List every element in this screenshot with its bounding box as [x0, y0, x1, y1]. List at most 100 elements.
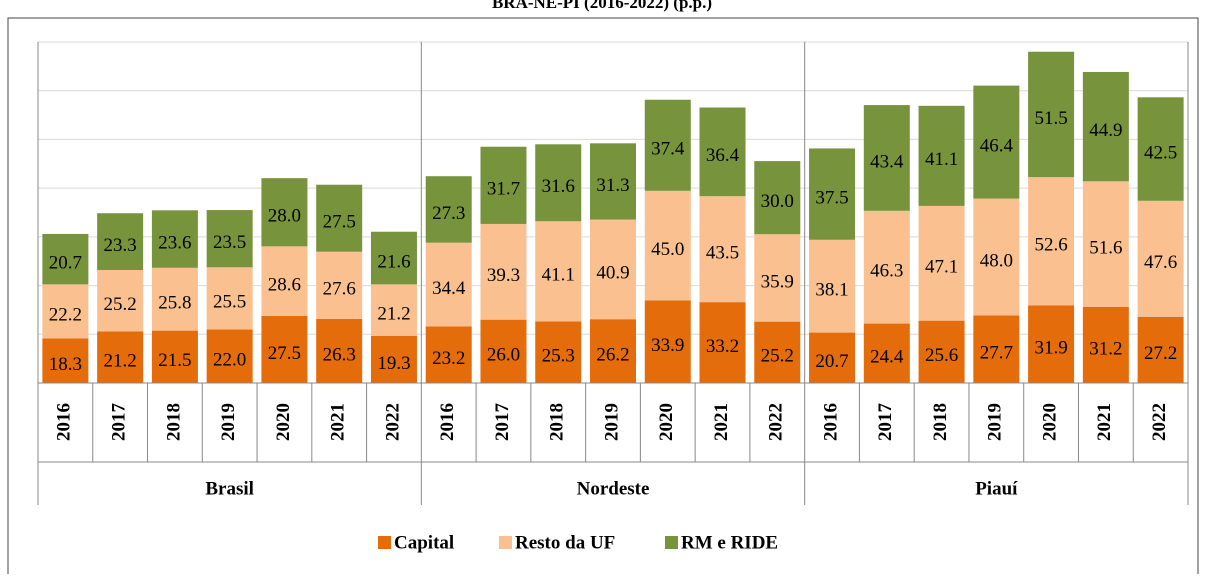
bar-segment: [261, 246, 308, 317]
value-label: 52.6: [1034, 235, 1067, 256]
x-tick-label: 2019: [218, 403, 239, 441]
value-label: 27.6: [323, 279, 356, 300]
value-label: 24.4: [870, 347, 904, 368]
value-label: 44.9: [1089, 120, 1122, 141]
bar-segment: [590, 219, 636, 320]
x-tick-label: 2018: [163, 403, 184, 441]
group-label: Brasil: [205, 478, 254, 499]
value-label: 21.2: [377, 304, 410, 325]
value-label: 21.5: [158, 350, 191, 371]
value-label: 27.2: [1144, 343, 1177, 364]
x-tick-label: 2020: [1039, 403, 1060, 441]
bar-segment: [863, 105, 910, 211]
bar-segment: [1028, 51, 1075, 178]
bar-segment: [754, 321, 801, 383]
bar-segment: [973, 315, 1020, 383]
value-label: 25.2: [104, 294, 137, 315]
bar-segment: [151, 210, 198, 268]
bar-segment: [151, 267, 198, 331]
value-label: 28.0: [268, 206, 301, 227]
bar-segment: [316, 251, 363, 319]
bar-segment: [754, 161, 801, 235]
value-label: 43.4: [870, 151, 904, 172]
value-label: 26.3: [323, 344, 356, 365]
value-label: 34.4: [432, 278, 466, 299]
value-label: 33.2: [706, 336, 739, 357]
x-tick-label: 2020: [273, 403, 294, 441]
value-label: 37.5: [815, 187, 848, 208]
legend-swatch: [499, 536, 512, 549]
value-label: 48.0: [980, 250, 1013, 271]
value-label: 47.1: [925, 257, 958, 278]
bar-segment: [535, 321, 582, 383]
bar-segment: [206, 329, 253, 383]
value-label: 20.7: [815, 351, 848, 372]
value-label: 23.5: [213, 232, 246, 253]
legend-label: Capital: [394, 532, 454, 553]
bar-segment: [480, 146, 527, 224]
bar-segment: [316, 318, 363, 383]
value-label: 46.4: [980, 135, 1014, 156]
bar-segment: [754, 234, 801, 322]
bar-segment: [918, 320, 965, 383]
bar-segment: [699, 107, 746, 197]
value-label: 36.4: [706, 145, 740, 166]
bar-segment: [1137, 316, 1184, 383]
x-tick-label: 2017: [109, 403, 130, 442]
value-label: 41.1: [542, 265, 575, 286]
bar-segment: [1082, 307, 1129, 383]
x-tick-label: 2018: [930, 403, 951, 441]
value-label: 35.9: [761, 271, 794, 292]
value-label: 25.2: [761, 346, 794, 367]
bar-segment: [699, 302, 746, 383]
bar-segment: [425, 326, 472, 383]
bar-segment: [1082, 181, 1129, 308]
value-label: 27.7: [980, 343, 1013, 364]
bar-segment: [535, 144, 582, 222]
bar-segment: [1028, 177, 1075, 306]
legend-swatch: [378, 536, 391, 549]
bar-segment: [42, 233, 89, 285]
bar-segment: [809, 239, 856, 333]
value-label: 23.3: [104, 235, 137, 256]
bar-segment: [206, 267, 253, 330]
legend-label: RM e RIDE: [681, 532, 778, 553]
value-label: 31.2: [1089, 338, 1122, 359]
legend-label: Resto da UF: [515, 532, 615, 553]
value-label: 21.6: [377, 251, 410, 272]
value-label: 27.3: [432, 203, 465, 224]
value-label: 31.9: [1034, 338, 1067, 359]
value-label: 37.4: [651, 139, 685, 160]
bar-segment: [1137, 97, 1184, 201]
value-label: 22.2: [49, 305, 82, 326]
x-tick-label: 2018: [547, 403, 568, 441]
bar-segment: [973, 85, 1020, 199]
value-label: 43.5: [706, 243, 739, 264]
value-label: 18.3: [49, 354, 82, 375]
x-tick-label: 2019: [601, 403, 622, 441]
value-label: 23.6: [158, 232, 191, 253]
value-label: 25.3: [542, 346, 575, 367]
value-label: 27.5: [323, 212, 356, 233]
value-label: 39.3: [487, 265, 520, 286]
value-label: 21.2: [104, 351, 137, 372]
value-label: 46.3: [870, 261, 903, 282]
bar-segment: [425, 242, 472, 327]
x-tick-label: 2022: [766, 403, 787, 441]
x-tick-label: 2017: [492, 403, 513, 442]
bar-segment: [370, 231, 417, 285]
bar-segment: [809, 148, 856, 240]
bar-segment: [480, 223, 527, 320]
value-label: 28.6: [268, 275, 301, 296]
bar-segment: [918, 205, 965, 321]
bar-segment: [809, 332, 856, 383]
value-label: 42.5: [1144, 142, 1177, 163]
bar-segment: [590, 143, 636, 220]
value-label: 45.0: [651, 239, 684, 260]
value-label: 41.1: [925, 149, 958, 170]
value-label: 40.9: [596, 263, 629, 284]
bar-segment: [97, 213, 144, 270]
title-backdrop: [300, 0, 900, 17]
value-label: 33.9: [651, 335, 684, 356]
